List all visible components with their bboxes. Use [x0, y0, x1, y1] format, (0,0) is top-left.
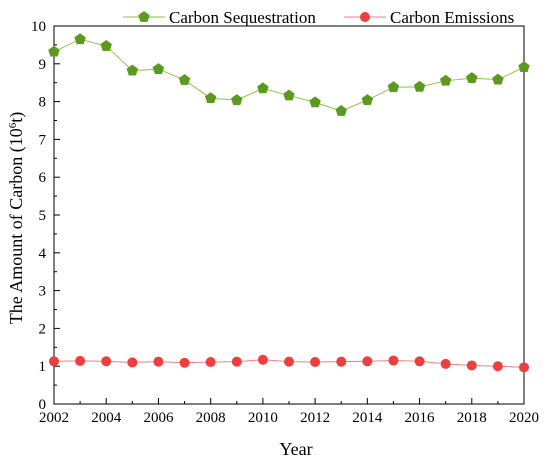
legend: Carbon Sequestration Carbon Emissions [123, 8, 514, 27]
y-tick-label: 0 [39, 397, 47, 413]
x-tick-label: 2004 [91, 410, 122, 426]
legend-marker [138, 11, 150, 22]
y-tick-label: 5 [39, 208, 47, 224]
data-point [284, 356, 294, 367]
data-point [518, 61, 530, 73]
data-point [75, 355, 86, 366]
data-point [310, 357, 321, 368]
data-point [413, 80, 426, 92]
y-tick-label: 7 [39, 132, 47, 148]
data-point [466, 72, 478, 84]
data-point [153, 356, 164, 367]
data-point [231, 94, 243, 105]
data-point [440, 358, 451, 369]
y-tick-label: 10 [31, 19, 46, 35]
plot-frame [53, 25, 525, 405]
y-axis-title-sup: 6 [7, 122, 19, 128]
x-tick-label: 2006 [143, 410, 174, 426]
y-axis-title: The Amount of Carbon (106t) [6, 112, 27, 324]
data-point [178, 74, 191, 85]
data-point [49, 356, 59, 367]
data-point [439, 74, 452, 86]
y-axis-title-main: The Amount of Carbon (10 [6, 128, 27, 324]
legend-label: Carbon Emissions [390, 8, 514, 27]
data-point [257, 354, 268, 365]
y-axis-title-end: t) [6, 112, 27, 123]
y-tick-label: 8 [39, 95, 47, 111]
y-tick-label: 9 [39, 57, 47, 73]
data-point [283, 89, 295, 101]
data-point [466, 360, 477, 371]
x-tick-label: 2014 [352, 410, 383, 426]
data-point [492, 361, 503, 372]
x-tick-label: 2010 [248, 410, 278, 426]
data-point [101, 356, 112, 367]
data-point [414, 356, 425, 367]
data-point [492, 73, 504, 85]
data-point [309, 96, 321, 108]
data-point [362, 356, 373, 367]
data-point [204, 92, 217, 104]
data-point [336, 356, 347, 367]
x-tick-label: 2002 [39, 410, 69, 426]
x-tick-label: 2016 [405, 410, 436, 426]
data-point [100, 40, 112, 51]
data-point [152, 63, 165, 74]
data-point [126, 64, 139, 76]
data-point [231, 356, 242, 367]
data-point [387, 81, 400, 93]
x-tick-label: 2008 [196, 410, 226, 426]
data-point [74, 33, 86, 45]
series-1 [48, 33, 530, 116]
data-point [361, 94, 374, 105]
data-point [48, 45, 60, 57]
data-point [335, 105, 347, 116]
x-tick-label: 2018 [457, 410, 487, 426]
y-tick-label: 4 [39, 246, 47, 262]
data-point [519, 362, 529, 373]
legend-marker [360, 12, 370, 22]
y-tick-label: 3 [39, 284, 47, 300]
x-tick-label: 2020 [509, 410, 539, 426]
y-tick-label: 2 [39, 321, 47, 337]
data-point [388, 355, 399, 366]
data-point [205, 357, 216, 368]
data-point [257, 82, 269, 94]
axes: 2002 2004 2006 2008 2010 2012 2014 2016 2018 2020… [31, 19, 539, 426]
data-point [179, 357, 190, 368]
data-point [127, 357, 138, 368]
x-axis-title: Year [279, 439, 312, 459]
series-2 [49, 354, 529, 373]
y-tick-label: 6 [39, 170, 47, 186]
y-tick-label: 1 [39, 359, 47, 375]
legend-label: Carbon Sequestration [169, 8, 316, 27]
x-tick-label: 2012 [300, 410, 330, 426]
series-layer [48, 33, 530, 373]
